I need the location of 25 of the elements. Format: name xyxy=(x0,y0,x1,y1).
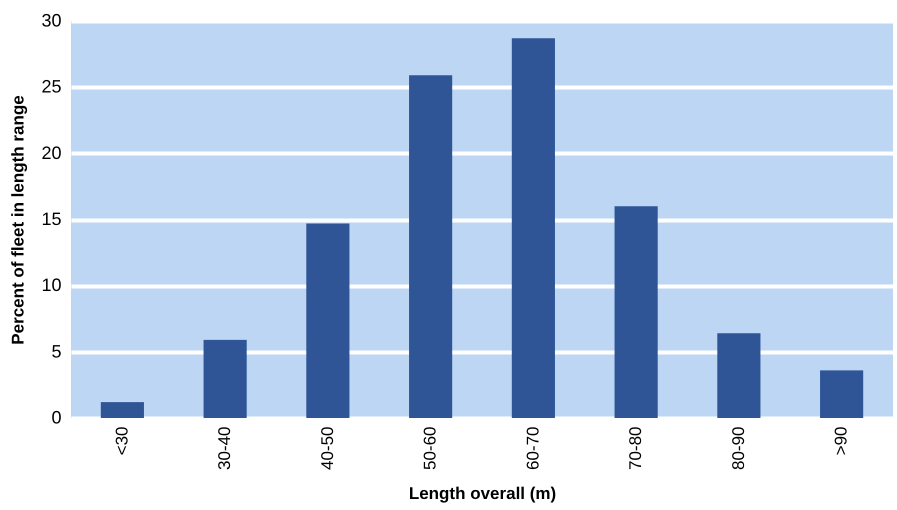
x-tick-label: 60-70 xyxy=(523,426,542,470)
x-tick-label: >90 xyxy=(832,426,851,456)
bar xyxy=(100,402,144,418)
x-tick-label: <30 xyxy=(112,426,132,456)
y-tick-label: 0 xyxy=(51,408,62,428)
y-tick-label: 5 xyxy=(51,341,62,362)
x-tick-label: 40-50 xyxy=(318,426,337,470)
y-tick-label: 30 xyxy=(41,10,62,30)
bar xyxy=(409,75,452,418)
y-tick-label: 25 xyxy=(41,76,62,97)
bar xyxy=(204,340,247,418)
y-axis-title: Percent of fleet in length range xyxy=(8,95,28,345)
bar xyxy=(614,206,658,418)
y-tick-label: 15 xyxy=(41,209,62,229)
bar xyxy=(820,370,864,418)
x-tick-label: 70-80 xyxy=(626,426,646,470)
bar xyxy=(717,333,760,418)
bar xyxy=(512,38,555,418)
x-axis-title: Length overall (m) xyxy=(408,484,556,503)
bar xyxy=(306,223,350,418)
x-tick-label: 50-60 xyxy=(420,426,440,470)
y-tick-label: 20 xyxy=(41,142,62,163)
x-tick-label: 80-90 xyxy=(728,426,748,470)
y-tick-label: 10 xyxy=(41,275,62,296)
x-tick-label: 30-40 xyxy=(215,426,234,470)
